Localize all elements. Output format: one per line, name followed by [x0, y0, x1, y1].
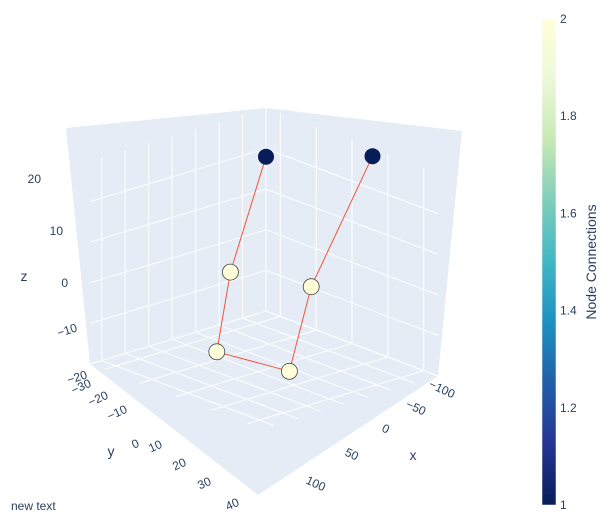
colorbar-tick-label: 1.6	[560, 206, 577, 220]
colorbar-ticks: 1 1.2 1.4 1.6 1.8 2	[560, 12, 577, 512]
z-tick: −10	[55, 320, 79, 340]
x-tick: −100	[427, 377, 458, 401]
colorbar: 1 1.2 1.4 1.6 1.8 2 Node Connections	[541, 12, 599, 512]
x-axis-title: x	[410, 447, 417, 463]
colorbar-title: Node Connections	[583, 204, 599, 319]
y-axis-title: y	[108, 443, 115, 459]
network-edges	[216, 155, 373, 372]
grid-line	[101, 360, 274, 426]
grid-line	[89, 269, 267, 324]
grid-line	[148, 345, 321, 412]
grid-line	[89, 148, 267, 203]
grid-line	[265, 148, 439, 215]
left-wall-pane	[66, 108, 266, 364]
z-axis: 20 10 0 −10 −20 z	[21, 172, 90, 387]
network-nodes[interactable]	[208, 148, 381, 380]
x-tick: 100	[304, 473, 328, 494]
y-tick: −10	[105, 402, 130, 423]
grid-line	[218, 324, 392, 391]
z-tick: −20	[65, 367, 89, 387]
colorbar-tick-label: 1.8	[560, 109, 577, 123]
x-tick: 50	[343, 445, 361, 463]
grid-line	[140, 329, 317, 384]
grid-line	[265, 188, 439, 255]
grid-line	[89, 310, 267, 365]
x-tick: 0	[380, 421, 392, 437]
grid-line	[265, 310, 439, 377]
network-node[interactable]	[364, 148, 381, 165]
colorbar-tick-label: 1.2	[560, 401, 577, 415]
grid-line	[265, 229, 439, 296]
y-tick: 40	[223, 495, 241, 513]
z-tick: 0	[61, 276, 68, 290]
network-edge	[216, 351, 290, 372]
grid-line	[265, 269, 439, 336]
network-edge	[216, 272, 231, 352]
network-node[interactable]	[221, 263, 239, 281]
y-tick: −20	[86, 388, 111, 409]
z-tick: 10	[50, 224, 64, 238]
y-tick: 0	[129, 436, 141, 452]
grid-line	[104, 315, 281, 370]
network-edge	[310, 155, 373, 287]
z-tick: 20	[28, 172, 42, 186]
grid-line	[242, 317, 415, 384]
colorbar-tick-label: 2	[560, 12, 567, 26]
y-tick: 20	[170, 455, 188, 473]
network-node[interactable]	[208, 343, 226, 361]
network-node[interactable]	[280, 362, 298, 380]
colorbar-gradient	[541, 18, 557, 506]
y-tick: 30	[195, 474, 213, 492]
colorbar-tick-label: 1	[560, 498, 567, 512]
grid-line	[211, 356, 388, 411]
network-edge	[229, 156, 267, 273]
x-tick: −50	[404, 397, 429, 418]
annotation-text: new text	[11, 499, 56, 513]
grid-line	[175, 343, 353, 397]
grid-line	[195, 331, 368, 398]
network-node[interactable]	[302, 278, 320, 296]
colorbar-tick-label: 1.4	[560, 304, 577, 318]
grid-line	[247, 370, 424, 425]
y-tick: 10	[146, 437, 164, 455]
network-node[interactable]	[258, 148, 274, 165]
grid-line	[171, 338, 345, 405]
scene-3d[interactable]	[66, 108, 462, 495]
grid-line	[89, 188, 267, 243]
right-wall-pane	[266, 108, 462, 376]
grid-line	[125, 352, 298, 419]
grid-lines	[89, 108, 439, 426]
z-axis-title: z	[21, 268, 28, 284]
grid-line	[89, 229, 267, 284]
network-edge	[288, 286, 312, 372]
